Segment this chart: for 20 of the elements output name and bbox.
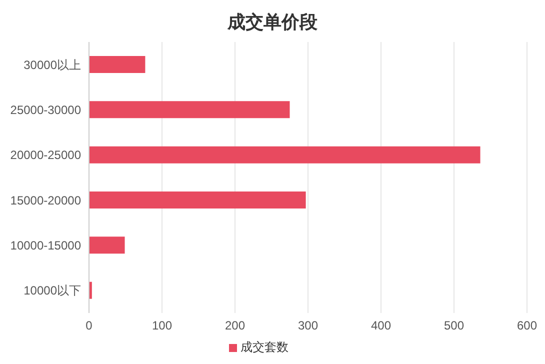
- bar: [89, 101, 290, 118]
- x-tick-label: 300: [298, 318, 318, 333]
- y-tick-label: 10000-15000: [10, 238, 82, 253]
- x-tick-label: 200: [224, 318, 246, 333]
- bar: [89, 236, 125, 254]
- y-tick-label: 20000-25000: [10, 148, 82, 162]
- y-tick-label: 25000-30000: [10, 103, 82, 118]
- y-tick-label: 15000-20000: [10, 193, 82, 208]
- x-tick-label: 100: [152, 318, 172, 333]
- x-tick-label: 400: [370, 318, 392, 333]
- bar: [89, 192, 306, 208]
- chart-title: 成交单价段: [226, 11, 318, 34]
- bar: [89, 146, 480, 164]
- y-tick-label: 30000以上: [24, 58, 81, 72]
- y-tick-label: 10000以下: [24, 284, 81, 298]
- legend-label: 成交套数: [240, 340, 288, 354]
- x-tick-label: 500: [444, 318, 464, 333]
- x-tick-label: 0: [86, 318, 93, 333]
- bar: [89, 56, 146, 73]
- x-tick-label: 600: [516, 318, 538, 333]
